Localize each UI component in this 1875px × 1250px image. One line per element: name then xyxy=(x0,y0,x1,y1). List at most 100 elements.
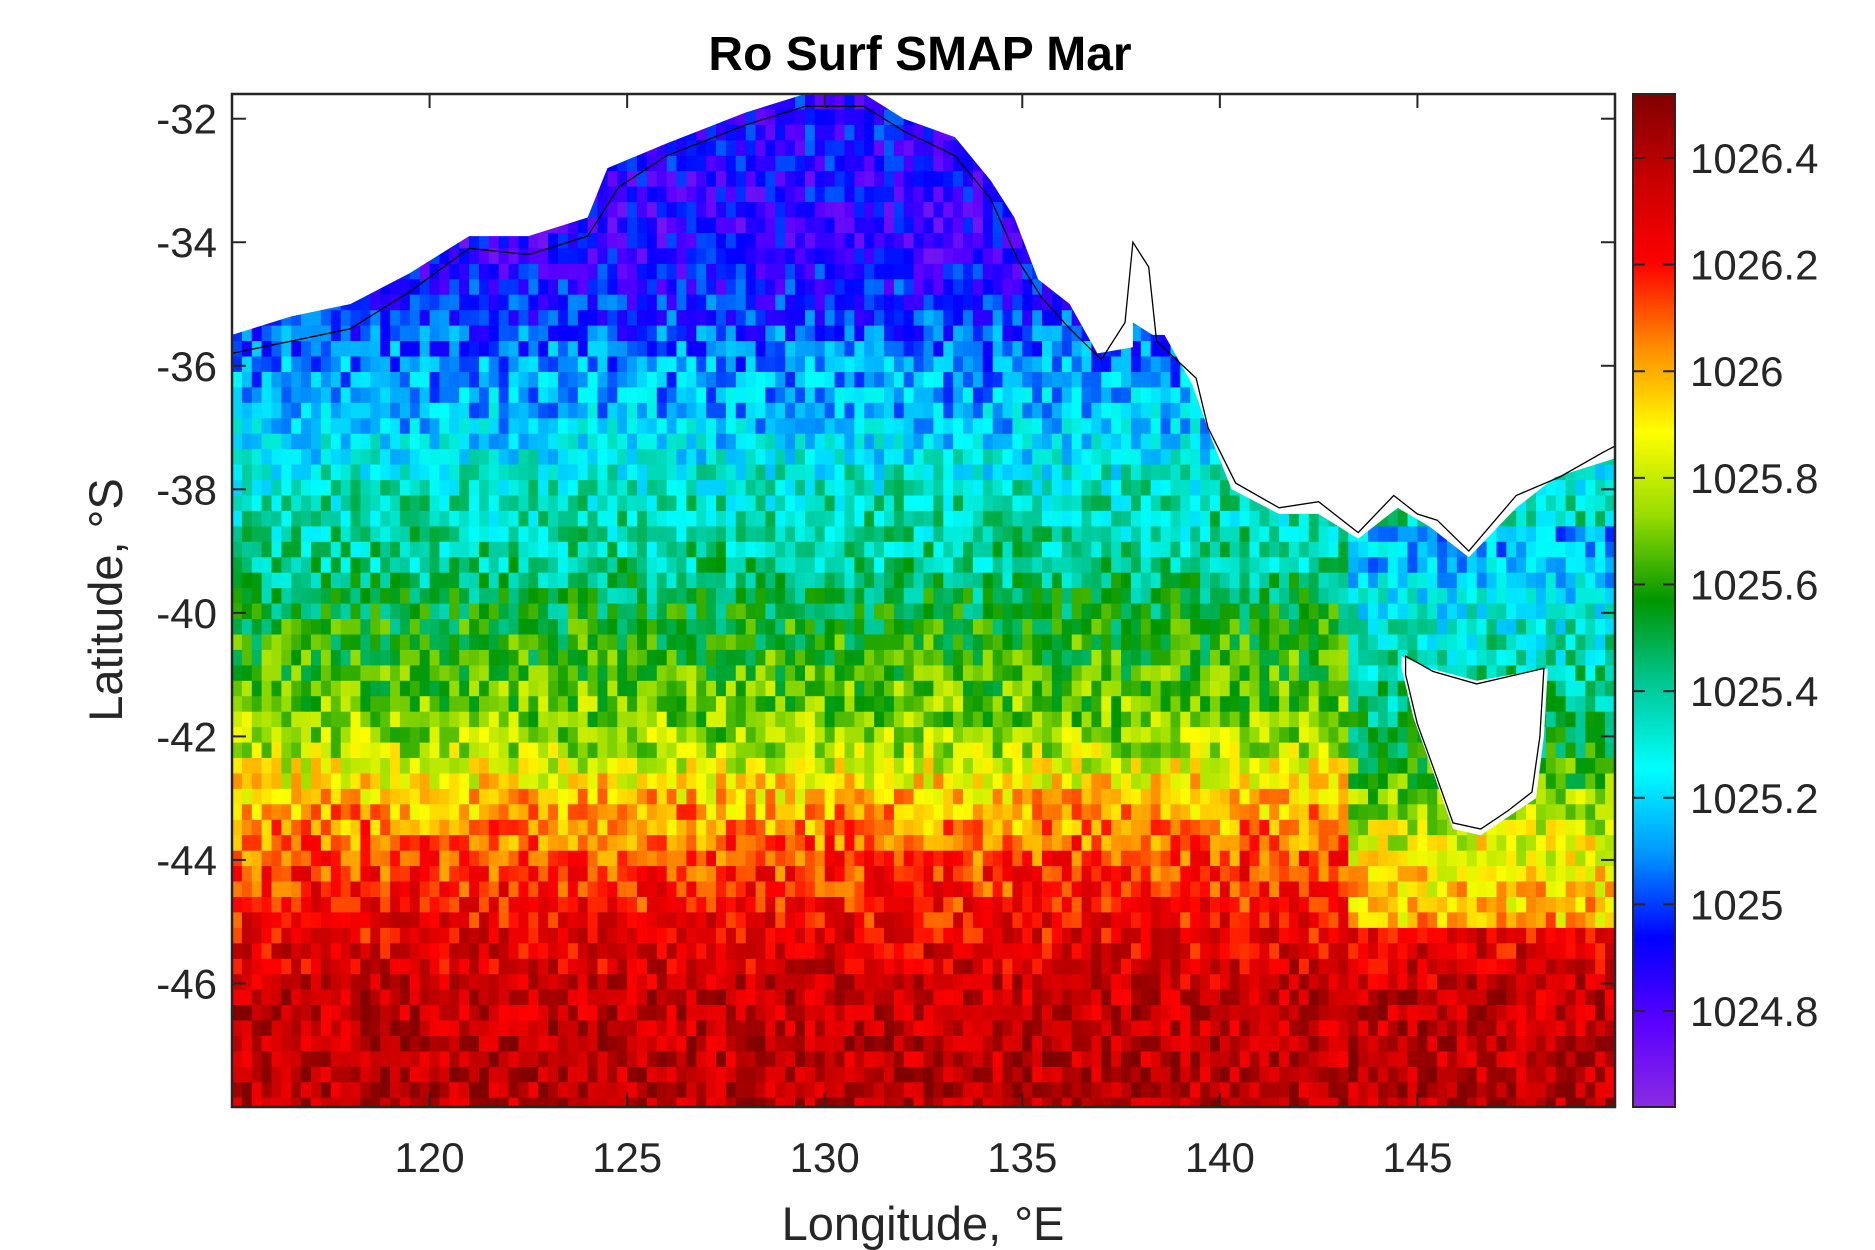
heatmap-cell xyxy=(429,341,441,358)
heatmap-cell xyxy=(232,433,243,450)
heatmap-cell xyxy=(627,541,638,558)
heatmap-cell xyxy=(271,495,282,512)
heatmap-cell xyxy=(469,372,480,388)
heatmap-cell xyxy=(765,480,776,497)
heatmap-cell xyxy=(479,341,490,358)
heatmap-cell xyxy=(538,433,549,450)
heatmap-cell xyxy=(419,464,431,481)
heatmap-cell xyxy=(814,619,826,635)
heatmap-cell xyxy=(1042,588,1053,605)
heatmap-cell xyxy=(844,279,855,296)
heatmap-cell xyxy=(449,325,460,342)
heatmap-cell xyxy=(1032,418,1043,435)
heatmap-cell xyxy=(548,418,559,435)
heatmap-cell xyxy=(548,356,559,373)
heatmap-cell xyxy=(943,402,954,419)
heatmap-cell xyxy=(488,541,500,558)
heatmap-cell xyxy=(676,140,687,157)
heatmap-cell xyxy=(291,603,302,620)
heatmap-cell xyxy=(1160,449,1172,466)
heatmap-cell xyxy=(1210,510,1221,527)
heatmap-cell xyxy=(972,263,984,280)
heatmap-cell xyxy=(1051,387,1063,404)
heatmap-cell xyxy=(488,418,500,435)
heatmap-cell xyxy=(637,464,648,481)
heatmap-cell xyxy=(656,171,668,188)
heatmap-cell xyxy=(232,588,243,605)
heatmap-cell xyxy=(775,449,786,466)
heatmap-cell xyxy=(518,495,529,512)
heatmap-cell xyxy=(617,510,628,527)
heatmap-cell xyxy=(854,634,865,651)
heatmap-cell xyxy=(1121,387,1132,404)
heatmap-cell xyxy=(1180,557,1191,574)
heatmap-cell xyxy=(498,294,510,311)
heatmap-cell xyxy=(469,294,480,311)
heatmap-cell xyxy=(459,372,470,388)
heatmap-cell xyxy=(1516,526,1527,543)
heatmap-cell xyxy=(1417,557,1428,574)
heatmap-cell xyxy=(814,541,826,558)
heatmap-cell xyxy=(518,325,529,342)
heatmap-cell xyxy=(775,356,786,373)
heatmap-cell xyxy=(1121,603,1132,620)
heatmap-cell xyxy=(923,140,934,157)
heatmap-cell xyxy=(775,588,786,605)
heatmap-cell xyxy=(716,140,727,157)
heatmap-cell xyxy=(567,356,579,373)
heatmap-cell xyxy=(498,248,510,265)
heatmap-cell xyxy=(1605,619,1615,635)
heatmap-cell xyxy=(933,124,944,141)
heatmap-cell xyxy=(913,541,925,558)
heatmap-cell xyxy=(1200,464,1211,481)
heatmap-cell xyxy=(488,387,500,404)
heatmap-cell xyxy=(607,171,618,188)
heatmap-cell xyxy=(587,572,599,589)
heatmap-cell xyxy=(449,526,460,543)
heatmap-cell xyxy=(1269,619,1280,635)
heatmap-cell xyxy=(1170,418,1181,435)
heatmap-cell xyxy=(854,217,865,234)
heatmap-cell xyxy=(1210,557,1221,574)
heatmap-cell xyxy=(1279,572,1290,589)
heatmap-cell xyxy=(399,603,411,620)
heatmap-cell xyxy=(281,541,292,558)
heatmap-cell xyxy=(508,279,520,296)
heatmap-cell xyxy=(617,279,628,296)
heatmap-cell xyxy=(824,634,836,651)
heatmap-cell xyxy=(291,588,302,605)
heatmap-cell xyxy=(538,294,549,311)
heatmap-cell xyxy=(884,341,895,358)
heatmap-cell xyxy=(567,341,579,358)
heatmap-cell xyxy=(1140,526,1152,543)
heatmap-cell xyxy=(469,248,480,265)
heatmap-cell xyxy=(261,418,273,435)
heatmap-cell xyxy=(814,480,826,497)
heatmap-cell xyxy=(558,294,569,311)
heatmap-cell xyxy=(933,186,944,203)
heatmap-cell xyxy=(795,603,806,620)
heatmap-cell xyxy=(854,248,865,265)
heatmap-cell xyxy=(933,356,944,373)
heatmap-cell xyxy=(607,372,618,388)
heatmap-cell xyxy=(755,325,767,342)
heatmap-cell xyxy=(972,464,984,481)
heatmap-cell xyxy=(785,449,796,466)
heatmap-cell xyxy=(893,155,905,172)
heatmap-cell xyxy=(1585,480,1596,497)
heatmap-cell xyxy=(814,588,826,605)
heatmap-cell xyxy=(864,310,875,327)
heatmap-cell xyxy=(1526,619,1537,635)
heatmap-cell xyxy=(1071,526,1083,543)
heatmap-cell xyxy=(1259,572,1270,589)
heatmap-cell xyxy=(656,402,668,419)
heatmap-cell xyxy=(666,310,678,327)
heatmap-cell xyxy=(874,248,885,265)
heatmap-cell xyxy=(646,356,658,373)
heatmap-cell xyxy=(656,588,668,605)
heatmap-cell xyxy=(795,634,806,651)
heatmap-cell xyxy=(953,603,964,620)
heatmap-cell xyxy=(1200,541,1211,558)
heatmap-cell xyxy=(1308,572,1320,589)
heatmap-cell xyxy=(419,541,431,558)
